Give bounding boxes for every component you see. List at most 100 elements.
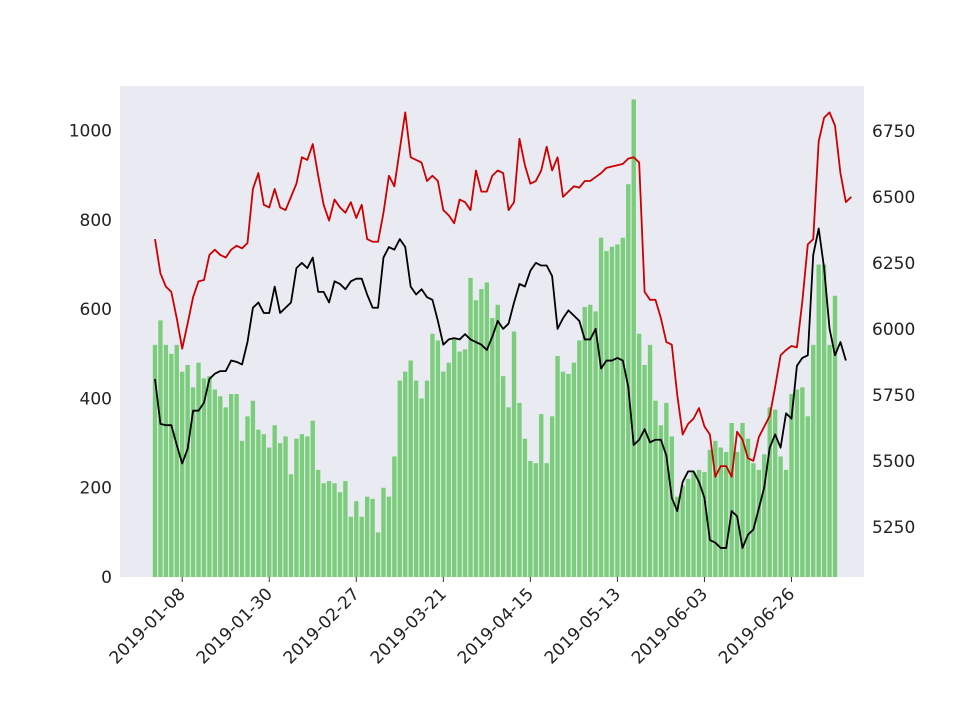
left-y-tick-label: 600 [80, 300, 112, 320]
bar [800, 387, 805, 577]
bar [473, 300, 479, 577]
bar [245, 416, 250, 577]
right-y-tick-label: 5500 [872, 452, 915, 472]
x-tick-label: 2019-02-27 [280, 584, 364, 668]
bar [549, 416, 555, 577]
bar [555, 356, 560, 577]
x-axis: 2019-01-08 2019-01-30 2019-02-27 2019-03-21… [106, 577, 799, 668]
bar [528, 460, 533, 577]
bar [403, 371, 408, 577]
bar [354, 501, 359, 577]
series-line-black [154, 227, 847, 549]
bar [783, 469, 789, 577]
bar [212, 389, 218, 577]
bar [729, 423, 734, 577]
bar [539, 414, 544, 577]
bar [827, 344, 832, 577]
bar [740, 423, 745, 577]
left-y-tick-label: 800 [80, 211, 112, 231]
bar [794, 389, 800, 577]
bar [288, 474, 294, 577]
bar [522, 438, 528, 577]
bar [446, 362, 451, 577]
bar [506, 407, 511, 577]
left-y-tick-label: 400 [80, 389, 112, 409]
bar [479, 289, 484, 577]
right-y-axis: 5250 5500 5750 6000 6250 6500 6750 [872, 122, 915, 538]
x-tick-label: 2019-06-03 [628, 584, 712, 668]
bar [821, 264, 827, 577]
bar [152, 344, 158, 577]
bar [615, 244, 620, 577]
bar [294, 438, 299, 577]
bar [169, 353, 174, 577]
bar [392, 456, 397, 577]
bar [577, 340, 582, 577]
bar [234, 393, 239, 577]
bar [163, 344, 169, 577]
bar [277, 443, 283, 577]
bar [386, 496, 392, 577]
bar [180, 371, 185, 577]
bar [250, 400, 256, 577]
right-y-tick-label: 6250 [872, 254, 915, 274]
bar [691, 472, 696, 577]
left-y-axis: 0 200 400 600 800 1000 [69, 122, 112, 588]
bar [751, 463, 756, 577]
x-tick-label: 2019-01-30 [193, 584, 277, 668]
bar [642, 364, 647, 577]
right-y-tick-label: 6500 [872, 188, 915, 208]
bar [174, 344, 179, 577]
x-tick-label: 2019-06-26 [715, 584, 799, 668]
bar [647, 344, 653, 577]
bar [468, 277, 473, 577]
bar [316, 469, 321, 577]
bar [593, 311, 598, 577]
bar [201, 378, 207, 577]
bar [332, 483, 337, 577]
bar [609, 246, 615, 577]
bar [185, 364, 190, 577]
bar [734, 452, 740, 577]
bar [571, 362, 577, 577]
bar [653, 400, 658, 577]
bar [256, 429, 261, 577]
series-line-red [154, 111, 852, 478]
bar [762, 454, 767, 577]
bar [223, 407, 228, 577]
bar [832, 295, 838, 577]
bar [272, 425, 277, 577]
bar [261, 434, 266, 577]
bar [359, 516, 364, 577]
bar [419, 398, 424, 577]
bar [283, 436, 288, 577]
bar [207, 376, 212, 577]
bar [702, 472, 707, 577]
bar [190, 387, 196, 577]
bar [452, 338, 457, 577]
bar [772, 409, 778, 577]
bar [413, 380, 419, 577]
bar [435, 340, 441, 577]
bar [337, 492, 343, 577]
bar [636, 333, 642, 577]
bar [375, 532, 381, 577]
right-y-tick-label: 5750 [872, 386, 915, 406]
bar [745, 438, 751, 577]
bar [348, 516, 354, 577]
bar [457, 351, 462, 577]
bar [299, 434, 305, 577]
x-tick-label: 2019-03-21 [367, 584, 451, 668]
bar [441, 371, 446, 577]
bar [816, 264, 821, 577]
bar [397, 380, 402, 577]
bar [511, 331, 517, 577]
bar [685, 478, 691, 577]
bar [484, 282, 490, 577]
bar [228, 393, 234, 577]
bar [778, 456, 783, 577]
bar [713, 440, 718, 577]
bar [343, 481, 348, 577]
bar [588, 304, 593, 577]
